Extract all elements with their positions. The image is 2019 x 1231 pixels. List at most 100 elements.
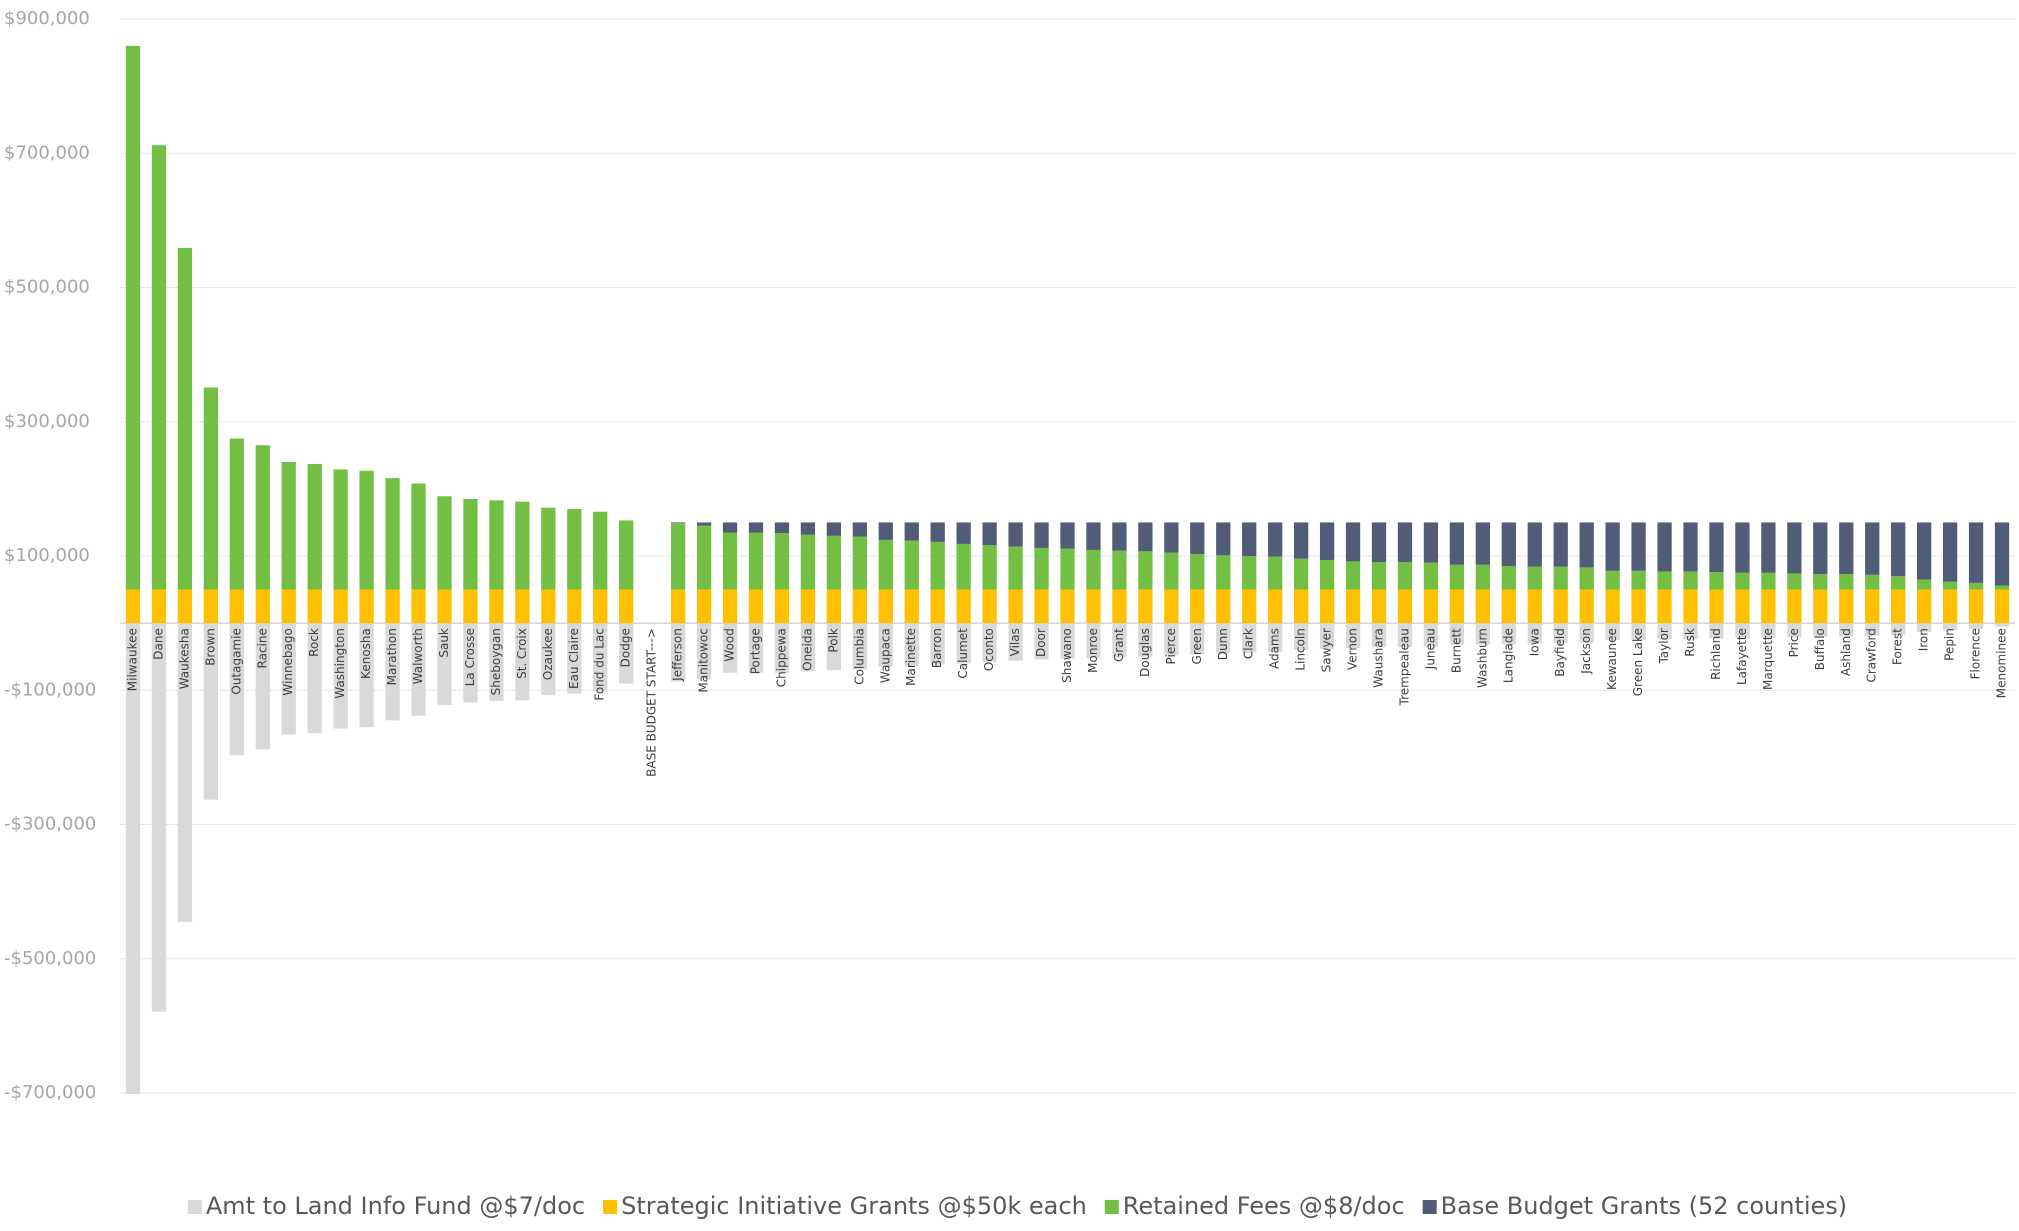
bar-segment [359, 589, 374, 624]
bar-segment [1605, 522, 1620, 571]
bar-segment [1345, 623, 1361, 648]
bar-segment [385, 623, 400, 721]
bar-segment [1216, 522, 1231, 556]
bar-segment [411, 483, 426, 590]
bar-segment [593, 589, 608, 624]
bar-segment [1891, 623, 1906, 636]
bar-segment [1501, 522, 1516, 567]
x-tick-label: Pepin [1943, 628, 1957, 661]
bar-segment [852, 536, 867, 590]
x-tick-label: Oconto [982, 628, 996, 671]
bar-segment [1735, 572, 1750, 590]
x-tick-label: Forest [1891, 628, 1905, 665]
x-tick-label: Calumet [956, 628, 970, 679]
bar-segment [1371, 522, 1387, 563]
bar-segment [1293, 522, 1309, 559]
bar-segment [1813, 522, 1828, 575]
legend-swatch [1104, 1200, 1119, 1214]
bar-segment [489, 500, 504, 590]
bar-segment [567, 509, 582, 590]
bar-segment [1034, 522, 1049, 548]
bar-segment [1112, 589, 1127, 624]
bar-segment [982, 545, 997, 590]
x-tick-label: Rusk [1683, 628, 1697, 657]
bar-segment [1190, 589, 1205, 624]
bar-segment [1008, 546, 1023, 590]
bar-segment [1553, 566, 1568, 590]
bar-segment [1060, 548, 1075, 590]
bar-segment [852, 623, 867, 670]
x-tick-label: Lincoln [1294, 628, 1308, 671]
bar-segment [1968, 589, 1984, 624]
bar-segment [255, 589, 270, 624]
bar-segment [722, 532, 738, 590]
bar-segment [1449, 522, 1465, 565]
bar-segment [904, 540, 919, 590]
bar-segment [1397, 623, 1413, 648]
legend-item: Strategic Initiative Grants @$50k each [603, 1192, 1087, 1220]
legend-label: Retained Fees @$8/doc [1123, 1192, 1405, 1220]
x-tick-label: Marquette [1761, 628, 1775, 690]
x-tick-label: Manitowoc [697, 628, 711, 692]
x-tick-label: Iron [1917, 628, 1931, 651]
bar-segment [748, 589, 764, 624]
bar-segment [1942, 623, 1958, 631]
x-tick-label: Washington [333, 628, 347, 699]
bar-segment [800, 623, 816, 672]
bar-segment [177, 589, 193, 624]
bar-segment [437, 496, 452, 590]
x-tick-label: Menominee [1995, 628, 2009, 698]
x-tick-label: Sawyer [1320, 628, 1334, 672]
bar-segment [982, 522, 997, 546]
x-tick-label: Lafayette [1735, 628, 1749, 685]
bar-segment [1631, 522, 1646, 571]
bar-segment [982, 589, 997, 624]
bar-segment [956, 543, 971, 590]
bar-segment [1527, 566, 1542, 590]
y-tick-label: $100,000 [4, 545, 90, 566]
bar-segment [1371, 623, 1387, 648]
x-tick-label: Crawford [1865, 628, 1879, 682]
bar-segment [1345, 522, 1361, 562]
x-tick-label: Portage [748, 628, 762, 674]
bar-segment [1268, 623, 1283, 652]
bar-segment [1787, 589, 1802, 624]
bar-segment [1683, 589, 1698, 624]
bar-segment [281, 623, 296, 735]
bar-segment [1242, 623, 1257, 653]
bar-segment [1891, 589, 1906, 624]
bar-segment [1631, 623, 1646, 640]
bar-segment [1839, 522, 1854, 575]
bar-segment [1475, 564, 1490, 590]
legend-swatch [187, 1200, 202, 1214]
bar-segment [1942, 589, 1958, 624]
bar-segment [229, 623, 244, 756]
x-tick-label: Dodge [619, 628, 633, 667]
bar-segment [1164, 522, 1179, 553]
x-tick-label: Kewaunee [1605, 628, 1619, 690]
bar-segment [333, 623, 348, 729]
x-tick-label: Vilas [1008, 628, 1022, 656]
bar-segment [1709, 623, 1724, 639]
bar-segment [255, 445, 270, 590]
legend-label: Strategic Initiative Grants @$50k each [621, 1192, 1087, 1220]
x-tick-label: Outagamie [229, 628, 243, 695]
x-tick-label: Juneau [1423, 628, 1437, 670]
bar-segment [904, 589, 919, 624]
bar-segment [203, 589, 218, 624]
x-tick-label: Ozaukee [541, 628, 555, 680]
bar-segment [1423, 623, 1439, 647]
bar-segment [1761, 572, 1776, 590]
bar-segment [1605, 589, 1620, 624]
bar-segment [1527, 623, 1542, 644]
x-tick-label: Sheboygan [489, 628, 503, 695]
bar-segment [878, 623, 893, 667]
bar-segment [1086, 549, 1101, 590]
x-tick-label: Price [1787, 628, 1801, 657]
bar-segment [359, 623, 374, 728]
bar-segment [1293, 589, 1309, 624]
bar-segment [1813, 589, 1828, 624]
bar-segment [541, 589, 556, 624]
bar-segment [1060, 589, 1075, 624]
bar-segment [1268, 589, 1283, 624]
